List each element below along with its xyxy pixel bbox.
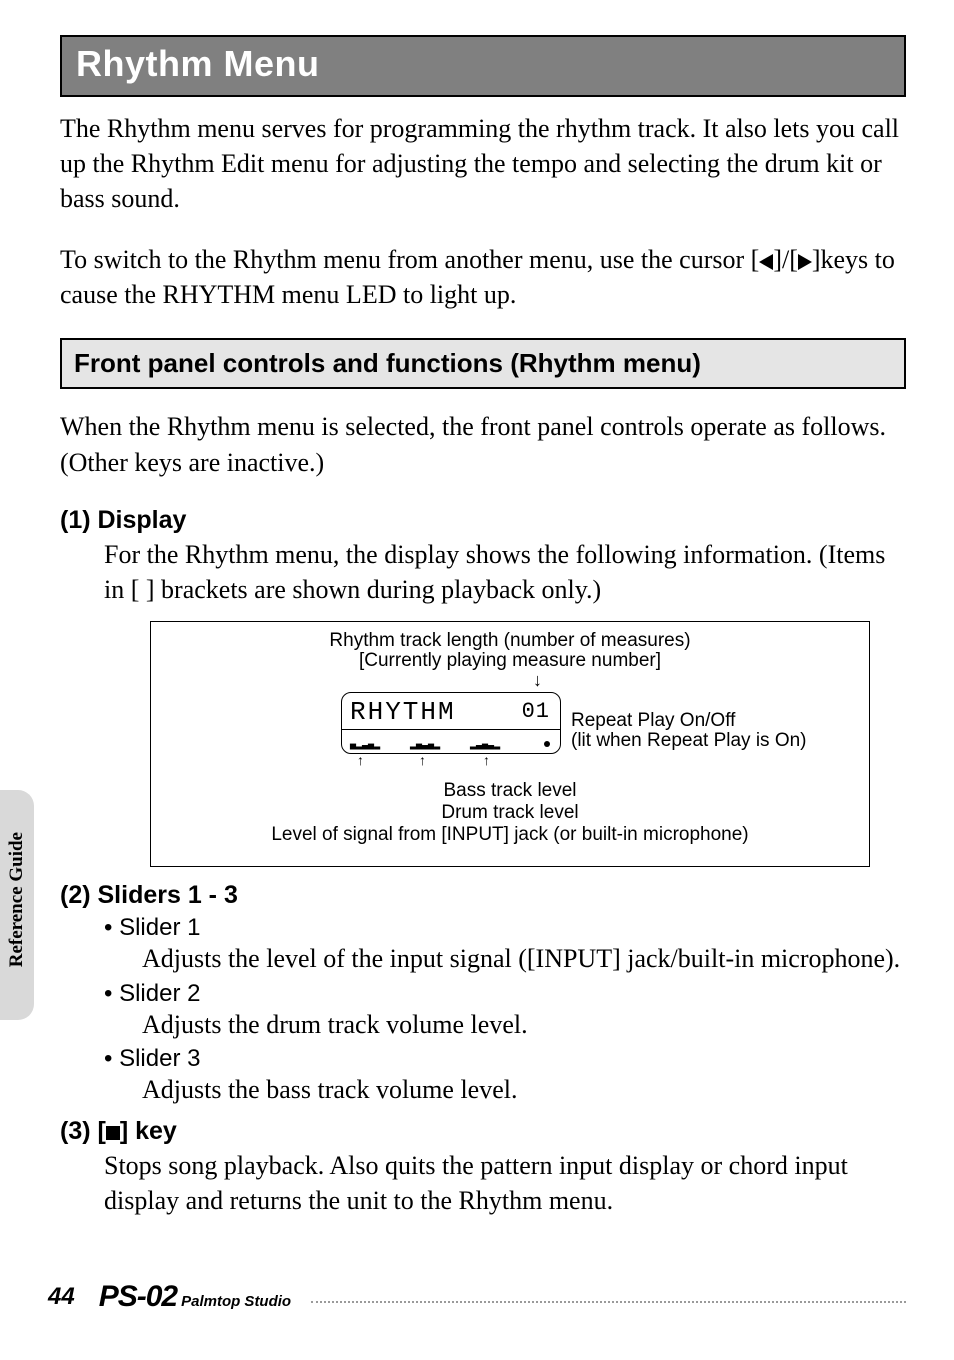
footer-dotted-line [311,1291,906,1303]
product-logo: PS-02Palmtop Studio [99,1280,291,1314]
lcd-panel: RHYTHM 01 ▄▂▃▄▂ ▂▄▃▄▂ ▂▃▄▃▂ [341,692,561,754]
logo-main: PS-02 [99,1280,177,1313]
cursor-left-icon [759,254,773,270]
diagram-caption-line2: [Currently playing measure number] [151,650,869,672]
arrow-down-icon: ↓ [533,670,542,691]
annotation-input: Level of signal from [INPUT] jack (or bu… [151,824,869,846]
item-3-suffix: ] key [120,1117,177,1145]
slider-2-label: • Slider 2 [104,980,906,1008]
annotation-drum: Drum track level [151,802,869,824]
arrow-up-icon: ↑ [483,752,490,768]
intro2-mid: ]/[ [773,245,798,274]
lcd-repeat-dot [544,741,550,747]
annotation-repeat-1: Repeat Play On/Off [571,710,735,732]
lcd-divider [342,729,560,730]
item-3-body: Stops song playback. Also quits the patt… [104,1148,906,1218]
slider-1-label: • Slider 1 [104,914,906,942]
annotation-bass: Bass track level [151,780,869,802]
intro-paragraph-2: To switch to the Rhythm menu from anothe… [60,242,906,312]
item-1-body: For the Rhythm menu, the display shows t… [104,537,906,607]
section-title-bar: Rhythm Menu [60,35,906,97]
logo-subtitle: Palmtop Studio [181,1293,291,1310]
page-number: 44 [48,1283,75,1311]
lcd-meter-1: ▄▂▃▄▂ [350,739,380,750]
intro2-prefix: To switch to the Rhythm menu from anothe… [60,245,759,274]
cursor-right-icon [798,254,812,270]
slider-3-label: • Slider 3 [104,1045,906,1073]
subsection-intro: When the Rhythm menu is selected, the fr… [60,409,906,479]
lcd-number: 01 [522,699,550,724]
lcd-meter-2: ▂▄▃▄▂ [410,739,440,750]
annotation-repeat-2: (lit when Repeat Play is On) [571,730,807,752]
intro-paragraph-1: The Rhythm menu serves for programming t… [60,111,906,216]
section-title: Rhythm Menu [76,43,890,85]
slider-1-body: Adjusts the level of the input signal ([… [142,942,906,976]
item-2-heading: (2) Sliders 1 - 3 [60,881,906,910]
side-tab-label: Reference Guide [6,832,28,967]
page-footer: 44 PS-02Palmtop Studio [48,1280,906,1314]
lcd-main-text: RHYTHM [350,697,456,727]
slider-3-body: Adjusts the bass track volume level. [142,1073,906,1107]
display-diagram: Rhythm track length (number of measures)… [150,621,870,867]
item-1-heading: (1) Display [60,506,906,535]
subsection-bar: Front panel controls and functions (Rhyt… [60,338,906,389]
stop-icon [106,1126,120,1140]
diagram-caption-line1: Rhythm track length (number of measures) [151,630,869,652]
item-3-prefix: (3) [ [60,1117,106,1145]
item-3-heading: (3) [ ] key [60,1117,906,1146]
arrow-up-icon: ↑ [357,752,364,768]
subsection-title: Front panel controls and functions (Rhyt… [74,348,892,379]
slider-2-body: Adjusts the drum track volume level. [142,1008,906,1042]
lcd-meter-3: ▂▃▄▃▂ [470,739,500,750]
arrow-up-icon: ↑ [419,752,426,768]
